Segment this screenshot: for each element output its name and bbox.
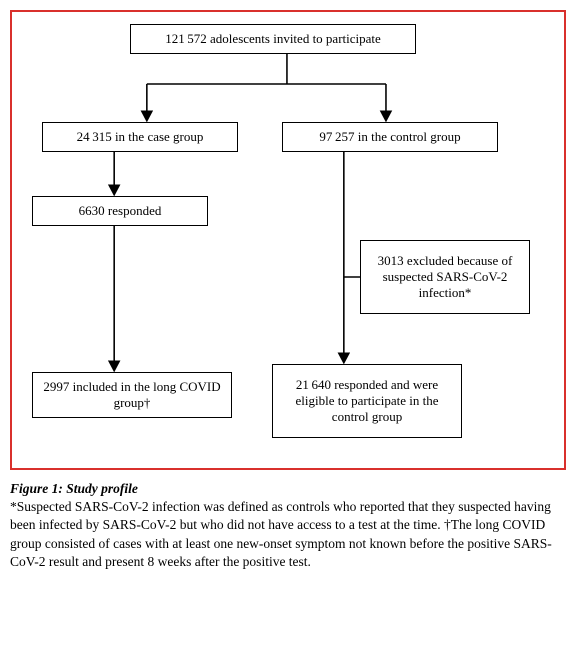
- node-case-label: 24 315 in the case group: [77, 129, 204, 145]
- node-longcovid: 2997 included in the long COVID group†: [32, 372, 232, 418]
- node-control: 97 257 in the control group: [282, 122, 498, 152]
- node-longcovid-label: 2997 included in the long COVID group†: [41, 379, 223, 412]
- caption-subtitle: Study profile: [66, 481, 138, 496]
- caption-title: Figure 1:: [10, 481, 63, 496]
- node-root: 121 572 adolescents invited to participa…: [130, 24, 416, 54]
- figure-caption: Figure 1: Study profile *Suspected SARS-…: [10, 480, 566, 571]
- node-case: 24 315 in the case group: [42, 122, 238, 152]
- node-responded-label: 6630 responded: [79, 203, 162, 219]
- node-control-label: 97 257 in the control group: [319, 129, 460, 145]
- flowchart-frame: 121 572 adolescents invited to participa…: [10, 10, 566, 470]
- node-eligible-label: 21 640 responded and were eligible to pa…: [281, 377, 453, 426]
- node-excluded: 3013 excluded because of suspected SARS-…: [360, 240, 530, 314]
- node-excluded-label: 3013 excluded because of suspected SARS-…: [369, 253, 521, 302]
- caption-note: *Suspected SARS-CoV-2 infection was defi…: [10, 499, 552, 569]
- node-responded: 6630 responded: [32, 196, 208, 226]
- node-root-label: 121 572 adolescents invited to participa…: [165, 31, 381, 47]
- node-eligible: 21 640 responded and were eligible to pa…: [272, 364, 462, 438]
